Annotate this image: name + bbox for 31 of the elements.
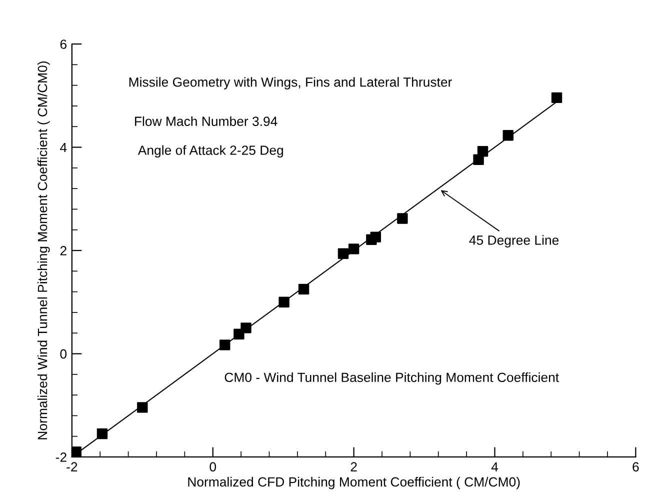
point xyxy=(370,232,382,242)
y-tick-label: 6 xyxy=(60,40,66,49)
point xyxy=(348,244,360,254)
y-tick-label: 4 xyxy=(60,142,67,152)
x-tick-label: 0 xyxy=(210,462,216,472)
annotation: Angle of Attack 2-25 Deg xyxy=(138,145,284,158)
annotation: Missile Geometry with Wings, Fins and Lateral Thruster xyxy=(129,77,452,90)
point xyxy=(298,284,310,295)
point xyxy=(240,322,252,334)
point xyxy=(219,340,230,350)
point xyxy=(473,154,484,165)
point xyxy=(477,146,488,157)
x-tick-label: 2 xyxy=(350,462,357,472)
annotation: CM0 - Wind Tunnel Baseline Pitching Moment Coefficient xyxy=(224,372,559,385)
point xyxy=(96,428,108,440)
x-axis-title: Normalized CFD Pitching Moment Coefficient ( CM/CM0) xyxy=(188,476,520,490)
annotation: Flow Mach Number 3.94 xyxy=(135,116,278,126)
annotation: 45 Degree Line xyxy=(469,235,559,248)
point xyxy=(397,213,408,224)
x-tick-label: 6 xyxy=(632,462,639,472)
y-axis-title: Normalized Wind Tunnel Pitching Moment Coefficient ( CM/CM0) xyxy=(37,62,50,440)
point xyxy=(278,296,290,308)
point xyxy=(338,248,349,259)
point xyxy=(502,130,514,141)
x-tick-label: -2 xyxy=(66,462,78,472)
x-tick-label: 4 xyxy=(491,462,498,472)
point xyxy=(137,402,148,413)
y-tick-label: -2 xyxy=(56,452,66,462)
point xyxy=(551,92,562,104)
y-tick-label: 0 xyxy=(60,349,67,359)
y-tick-label: 2 xyxy=(60,246,66,256)
